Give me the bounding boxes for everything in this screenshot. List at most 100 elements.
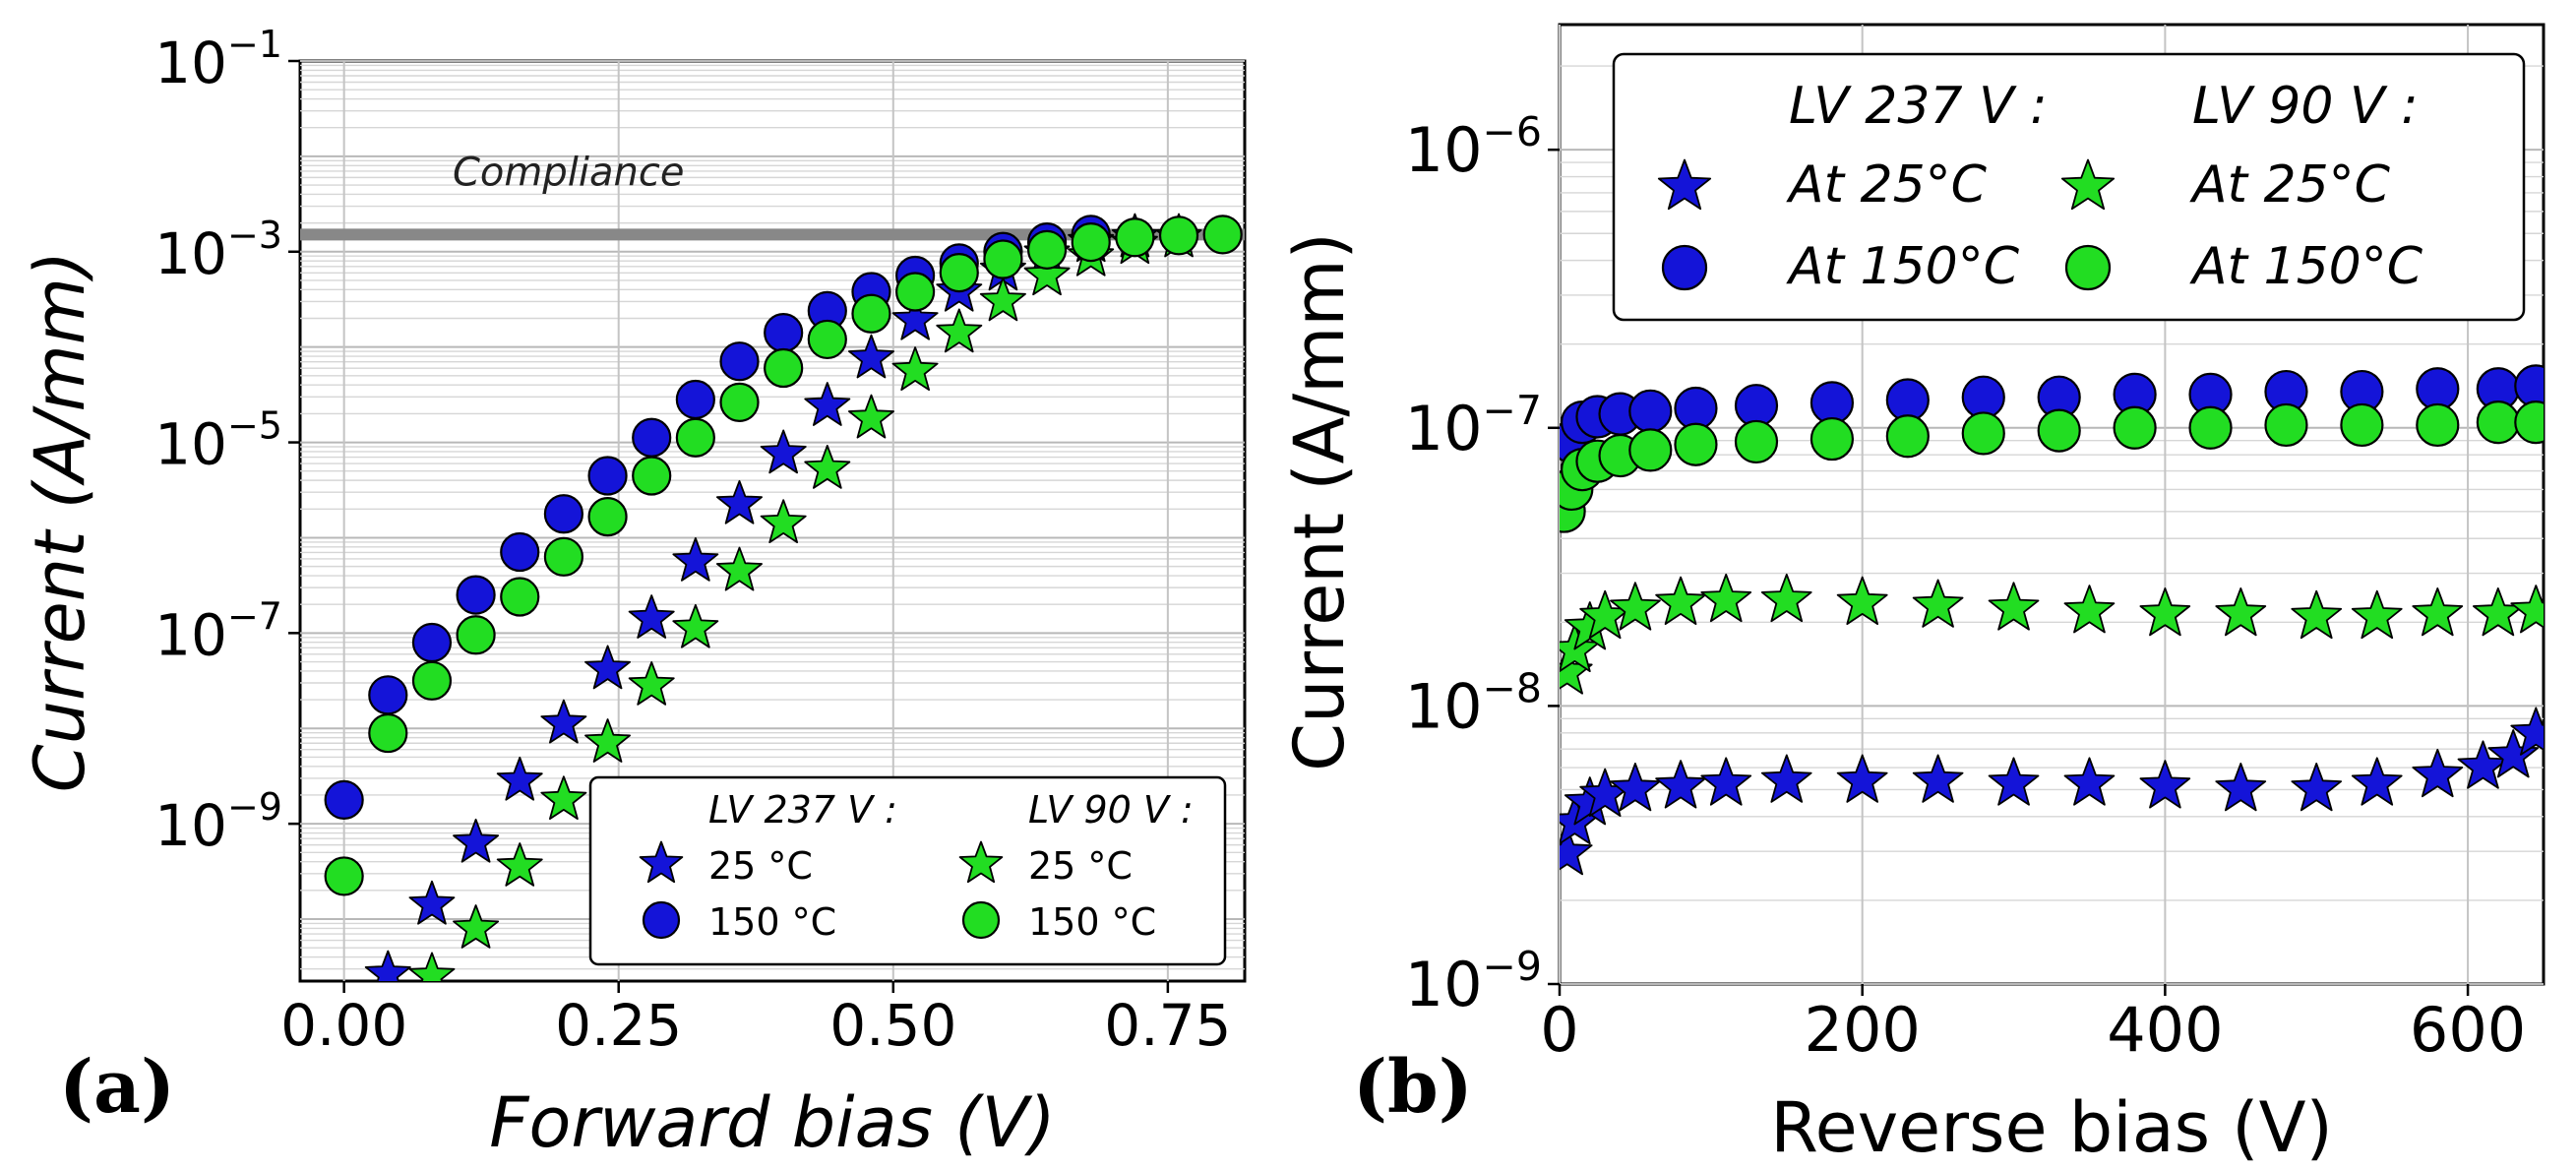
compliance-label: Compliance xyxy=(453,150,684,195)
series-lv-90-v-150-c xyxy=(324,215,1243,896)
point-lv-90-v-at-150-c xyxy=(2476,401,2520,445)
point-lv-90-v-at-150-c xyxy=(2514,401,2544,445)
point-lv-90-v-at-150-c xyxy=(1885,414,1930,459)
point-lv-237-v-25-c xyxy=(364,950,411,981)
panel-a-legend-box xyxy=(588,775,1227,966)
point-lv-237-v-25-c xyxy=(453,818,500,863)
point-lv-237-v-at-150-c xyxy=(1628,389,1673,433)
panel-a: Compliance 0.00 0.25 0.50 0.75 10−9 10−7 10−5… xyxy=(20,23,1247,1163)
y-tick-label: 10−7 xyxy=(1405,387,1542,464)
point-lv-237-v-at-25-c xyxy=(2139,760,2191,809)
point-lv-90-v-150-c xyxy=(632,456,672,496)
panel-a-legend-label-4: 150 °C xyxy=(1028,900,1156,944)
point-lv-90-v-at-150-c xyxy=(2113,405,2157,450)
point-lv-90-v-at-25-c xyxy=(2291,589,2343,640)
legend-marker-at-150-c xyxy=(1661,244,1708,291)
point-lv-237-v-150-c xyxy=(324,779,364,821)
point-lv-90-v-at-25-c xyxy=(1700,573,1752,623)
panel-b-legend-label-3: At 25°C xyxy=(2189,155,2391,215)
point-lv-90-v-at-25-c xyxy=(2063,585,2116,634)
point-lv-237-v-150-c xyxy=(368,675,408,715)
series-lv-237-v-at-150-c xyxy=(1560,364,2544,520)
panel-a-y-axis-label: Current (A/mm) xyxy=(20,251,100,792)
series-lv-237-v-at-25-c xyxy=(1560,707,2544,876)
point-lv-90-v-150-c xyxy=(1026,229,1068,270)
point-lv-237-v-at-25-c xyxy=(1760,754,1812,803)
x-tick-label: 0.00 xyxy=(280,992,407,1059)
legend-marker-25-c xyxy=(639,840,684,884)
panel-b-x-ticks: 0 200 400 600 xyxy=(1540,984,2526,1066)
point-lv-90-v-25-c xyxy=(936,308,983,353)
point-lv-90-v-25-c xyxy=(848,394,894,439)
panel-a-x-axis-label: Forward bias (V) xyxy=(489,1082,1055,1163)
point-lv-90-v-150-c xyxy=(1158,216,1199,256)
point-lv-237-v-150-c xyxy=(411,622,453,663)
point-lv-237-v-25-c xyxy=(716,479,763,524)
panel-a-legend-label-1: 25 °C xyxy=(708,844,813,888)
legend-marker-150-c xyxy=(961,900,1001,940)
legend-marker-at-25-c xyxy=(1657,158,1712,211)
point-lv-90-v-150-c xyxy=(1071,221,1111,263)
point-lv-90-v-at-150-c xyxy=(2188,405,2233,450)
point-lv-90-v-150-c xyxy=(1202,215,1243,255)
point-lv-90-v-150-c xyxy=(719,382,760,422)
point-lv-237-v-25-c xyxy=(760,429,807,474)
point-lv-237-v-at-25-c xyxy=(1988,757,2040,806)
panel-a-x-ticks: 0.00 0.25 0.50 0.75 xyxy=(280,981,1231,1059)
panel-b-label: (b) xyxy=(1353,1045,1473,1130)
point-lv-237-v-150-c xyxy=(632,417,672,458)
point-lv-90-v-at-150-c xyxy=(1809,416,1855,462)
y-tick-label: 10−7 xyxy=(154,594,282,668)
panel-a-legend-group-1: LV 237 V : xyxy=(708,788,897,832)
panel-a-y-ticks: 10−9 10−7 10−5 10−3 10−1 xyxy=(154,23,300,859)
panel-b-legend-label-1: At 25°C xyxy=(1786,155,1988,215)
point-lv-90-v-150-c xyxy=(851,293,891,334)
point-lv-90-v-at-150-c xyxy=(2037,408,2081,453)
point-lv-90-v-at-25-c xyxy=(2412,587,2464,637)
point-lv-90-v-25-c xyxy=(804,445,851,489)
point-lv-90-v-at-150-c xyxy=(2416,402,2460,448)
panel-a-label: (a) xyxy=(59,1045,175,1130)
point-lv-90-v-25-c xyxy=(979,277,1026,322)
y-tick-label: 10−3 xyxy=(154,214,282,287)
point-lv-90-v-25-c xyxy=(672,603,719,648)
panel-a-legend: LV 237 V : LV 90 V : 25 °C 150 °C 25 °C … xyxy=(588,775,1227,966)
point-lv-90-v-150-c xyxy=(500,577,540,617)
point-lv-237-v-at-25-c xyxy=(2412,748,2464,798)
point-lv-90-v-25-c xyxy=(891,346,939,391)
legend-marker-150-c xyxy=(642,900,681,940)
point-lv-90-v-150-c xyxy=(983,239,1023,279)
y-tick-label: 10−8 xyxy=(1405,664,1542,742)
point-lv-90-v-150-c xyxy=(456,615,496,655)
point-lv-90-v-at-25-c xyxy=(1988,582,2040,631)
point-lv-90-v-at-25-c xyxy=(1610,582,1661,631)
point-lv-237-v-at-25-c xyxy=(1912,754,1964,803)
point-lv-90-v-at-150-c xyxy=(2264,402,2308,448)
point-lv-90-v-150-c xyxy=(675,417,715,458)
point-lv-237-v-at-25-c xyxy=(1610,763,1661,812)
point-lv-90-v-at-150-c xyxy=(1961,411,2005,456)
point-lv-237-v-150-c xyxy=(764,313,804,353)
point-lv-90-v-25-c xyxy=(496,842,543,887)
point-lv-90-v-at-150-c xyxy=(1734,419,1779,464)
point-lv-90-v-at-25-c xyxy=(1655,576,1706,625)
point-lv-90-v-at-150-c xyxy=(2340,402,2384,448)
point-lv-90-v-150-c xyxy=(411,660,453,701)
point-lv-90-v-at-25-c xyxy=(2510,585,2544,634)
panel-a-legend-label-2: 150 °C xyxy=(708,900,836,944)
panel-b-x-axis-label: Reverse bias (V) xyxy=(1770,1087,2333,1168)
point-lv-237-v-25-c xyxy=(408,880,456,925)
y-tick-label: 10−1 xyxy=(154,23,282,96)
panel-a-data-marks xyxy=(324,213,1243,981)
point-lv-90-v-150-c xyxy=(324,856,364,896)
point-lv-90-v-25-c xyxy=(408,952,456,981)
point-lv-237-v-25-c xyxy=(848,334,894,379)
point-lv-90-v-at-25-c xyxy=(1760,573,1812,623)
point-lv-90-v-at-25-c xyxy=(2215,587,2267,637)
x-tick-label: 400 xyxy=(2107,994,2223,1066)
point-lv-90-v-at-150-c xyxy=(1628,428,1673,472)
point-lv-237-v-at-25-c xyxy=(1655,760,1706,809)
panel-a-legend-label-3: 25 °C xyxy=(1028,844,1133,888)
panel-b-y-ticks: 10−9 10−8 10−7 10−6 xyxy=(1405,108,1560,1020)
point-lv-237-v-25-c xyxy=(496,756,543,801)
